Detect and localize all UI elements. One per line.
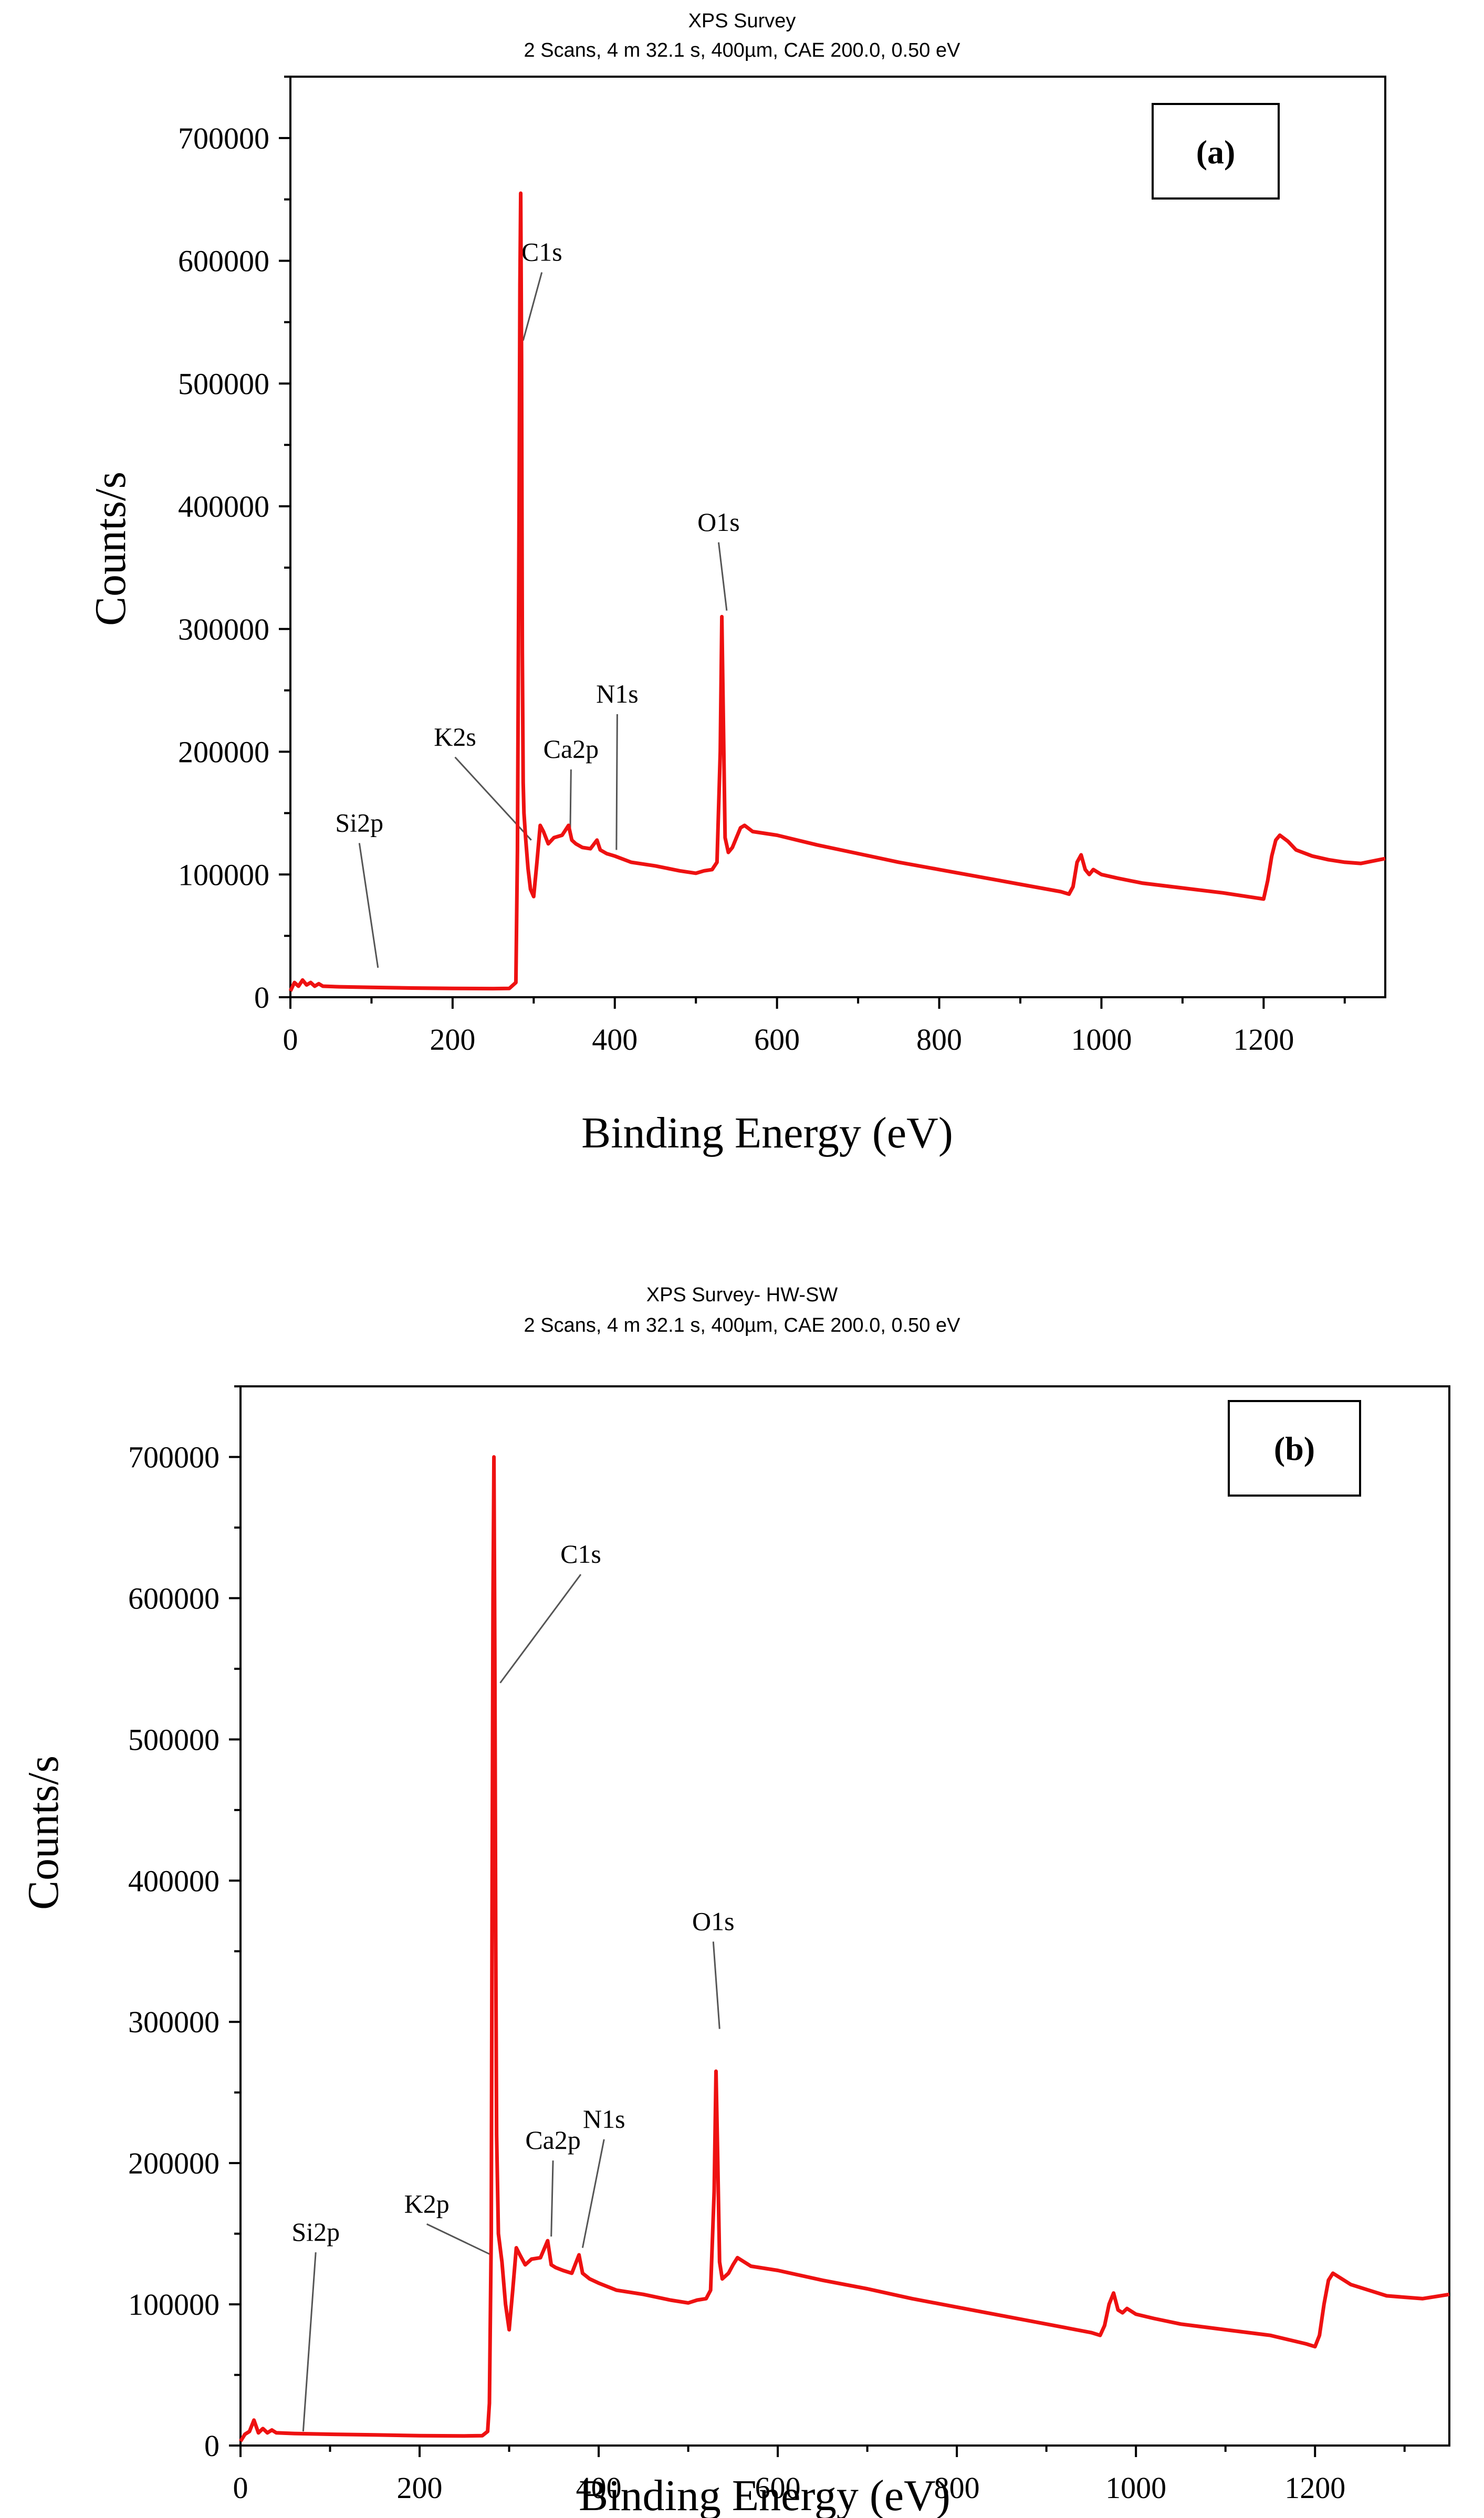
x-tick-label: 600	[754, 1022, 800, 1057]
x-tick-label: 1000	[1105, 2471, 1166, 2505]
y-tick-label: 600000	[128, 1581, 220, 1615]
peak-label-c1s: C1s	[521, 237, 562, 267]
chart-b-panel-label-box	[1228, 1400, 1361, 1497]
x-tick-label: 600	[755, 2471, 801, 2505]
chart-b-panel-label: (b)	[1274, 1430, 1315, 1467]
y-tick-label: 700000	[128, 1440, 220, 1474]
peak-label-k2p: K2p	[404, 2189, 450, 2218]
y-tick-label: 300000	[128, 2005, 220, 2039]
peak-label-n1s: N1s	[583, 2104, 625, 2134]
peak-leader-line-n1s	[581, 2139, 605, 2248]
y-tick-label: 200000	[178, 735, 269, 769]
peak-leader-line-c1s	[499, 1574, 582, 1684]
peak-label-ca2p: Ca2p	[525, 2125, 581, 2155]
x-tick-label: 800	[934, 2471, 980, 2505]
y-tick-label: 600000	[178, 244, 269, 278]
peak-leader-line-k2s	[454, 756, 532, 841]
chart-a-x-axis-label: Binding Energy (eV)	[581, 1109, 953, 1157]
x-tick-label: 400	[576, 2471, 622, 2505]
x-tick-label: 1200	[1233, 1022, 1294, 1057]
y-tick-label: 0	[204, 2429, 220, 2463]
peak-label-ca2p: Ca2p	[544, 734, 599, 764]
x-tick-label: 0	[283, 1022, 298, 1057]
x-tick-label: 800	[916, 1022, 962, 1057]
x-tick-label: 1000	[1071, 1022, 1132, 1057]
chart-b-plot-frame	[239, 1385, 1450, 2447]
chart-a-y-axis-label: Counts/s	[86, 472, 135, 626]
peak-leader-line-k2p	[426, 2223, 492, 2256]
chart-a-title-line1: XPS Survey	[688, 10, 796, 32]
y-tick-label: 400000	[128, 1864, 220, 1898]
chart-b-title-line1: XPS Survey- HW-SW	[646, 1284, 838, 1306]
y-tick-label: 500000	[178, 367, 269, 401]
x-tick-label: 1200	[1284, 2471, 1345, 2505]
x-tick-label: 200	[430, 1022, 475, 1057]
y-tick-label: 500000	[128, 1722, 220, 1757]
chart-b-x-axis-label: Binding Energy (eV)	[579, 2471, 950, 2518]
peak-leader-line-ca2p	[550, 2160, 554, 2237]
y-tick-label: 700000	[178, 121, 269, 155]
chart-b-y-axis-label: Counts/s	[19, 1756, 68, 1910]
x-tick-label: 0	[233, 2471, 248, 2505]
chart-a-title-line2: 2 Scans, 4 m 32.1 s, 400µm, CAE 200.0, 0…	[524, 39, 961, 61]
xps-chart-a: XPS Survey 2 Scans, 4 m 32.1 s, 400µm, C…	[86, 10, 1386, 1157]
peak-label-o1s: O1s	[697, 507, 740, 537]
peak-leader-line-ca2p	[569, 769, 572, 834]
peak-leader-line-c1s	[522, 272, 543, 341]
peak-label-si2p: Si2p	[335, 808, 383, 837]
peak-label-c1s: C1s	[560, 1539, 601, 1569]
y-tick-label: 100000	[178, 858, 269, 892]
x-tick-label: 200	[397, 2471, 443, 2505]
y-tick-label: 0	[254, 980, 269, 1015]
peak-label-n1s: N1s	[596, 679, 639, 708]
chart-b-title-line2: 2 Scans, 4 m 32.1 s, 400µm, CAE 200.0, 0…	[524, 1314, 961, 1336]
peak-label-o1s: O1s	[692, 1906, 735, 1936]
peak-label-k2s: K2s	[434, 722, 476, 751]
chart-a-series-line	[288, 191, 1386, 992]
peak-label-si2p: Si2p	[291, 2217, 340, 2247]
peak-leader-line-n1s	[615, 714, 618, 850]
x-tick-label: 400	[592, 1022, 638, 1057]
chart-a-panel-label-box	[1152, 103, 1280, 200]
y-tick-label: 300000	[178, 612, 269, 646]
peak-leader-line-o1s	[712, 1941, 720, 2029]
chart-a-panel-label: (a)	[1196, 133, 1236, 171]
y-tick-label: 400000	[178, 489, 269, 524]
y-tick-label: 200000	[128, 2146, 220, 2180]
chart-a-plot-frame	[289, 76, 1386, 998]
peak-leader-line-o1s	[717, 542, 728, 611]
y-tick-label: 100000	[128, 2287, 220, 2322]
xps-chart-b: XPS Survey- HW-SW 2 Scans, 4 m 32.1 s, 4…	[19, 1284, 1450, 2518]
peak-leader-line-si2p	[302, 2252, 317, 2432]
peak-leader-line-si2p	[358, 843, 379, 968]
chart-b-series-line	[239, 1455, 1450, 2442]
